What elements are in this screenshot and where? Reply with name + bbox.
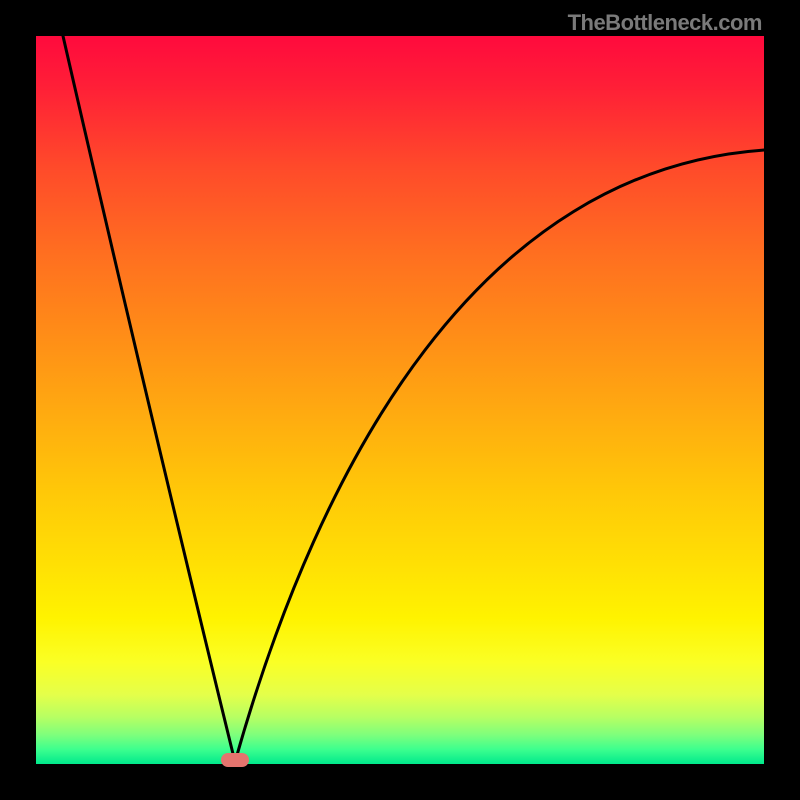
curve-overlay [0,0,800,800]
chart-container: TheBottleneck.com [0,0,800,800]
bottleneck-curve [63,36,764,762]
minimum-marker [221,753,249,767]
